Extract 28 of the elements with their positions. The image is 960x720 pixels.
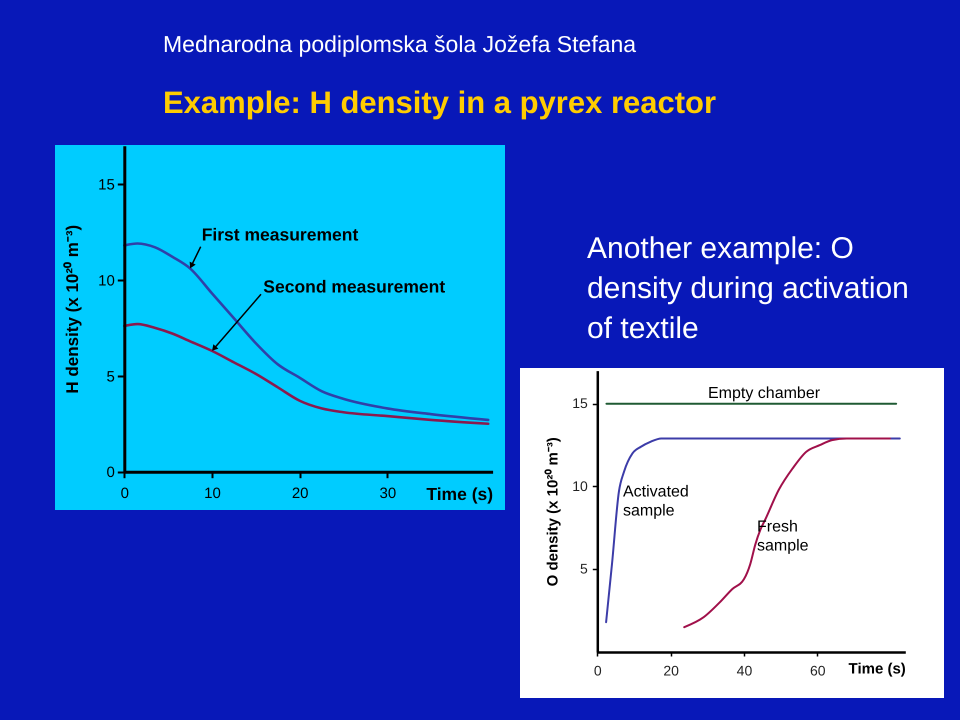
x-tick-label: 10 — [204, 485, 221, 502]
chart-title: Another example: O density during activation of textile — [587, 232, 909, 345]
series-label: First measurement — [202, 224, 358, 245]
x-tick-label: 0 — [120, 485, 129, 502]
y-tick-label: 15 — [572, 395, 588, 412]
line-series — [123, 242, 490, 422]
text: Second measurement — [263, 276, 446, 297]
y-tick-label: 10 — [98, 272, 115, 290]
y-axis-title: H density (x 10²⁰ m⁻³) — [62, 224, 82, 394]
y-tick-label: 15 — [98, 176, 115, 194]
series-label: Activated sample — [623, 483, 689, 520]
y-axis-title: O density (x 10²⁰ m⁻³) — [544, 437, 562, 586]
line-series — [605, 437, 901, 624]
x-tick-label: 30 — [380, 485, 396, 502]
x-axis-title: Time (s) — [426, 484, 494, 504]
y-tick-label: 5 — [106, 368, 115, 386]
x-axis-title: Time (s) — [848, 660, 906, 678]
y-tick-label: 5 — [580, 560, 588, 577]
x-tick-label: 40 — [736, 662, 752, 678]
x-tick-label: 60 — [810, 662, 826, 678]
series-label: Empty chamber — [708, 385, 821, 402]
x-tick-label: 20 — [292, 485, 309, 502]
chart-title: Example: H density in a pyrex reactor — [163, 85, 716, 120]
text: Mednarodna podiplomska šola Jožefa Stefana — [163, 31, 636, 57]
x-tick-label: 20 — [663, 662, 680, 678]
x-tick-label: 0 — [594, 662, 602, 678]
line-series — [123, 322, 490, 426]
y-tick-label: 0 — [106, 464, 115, 482]
